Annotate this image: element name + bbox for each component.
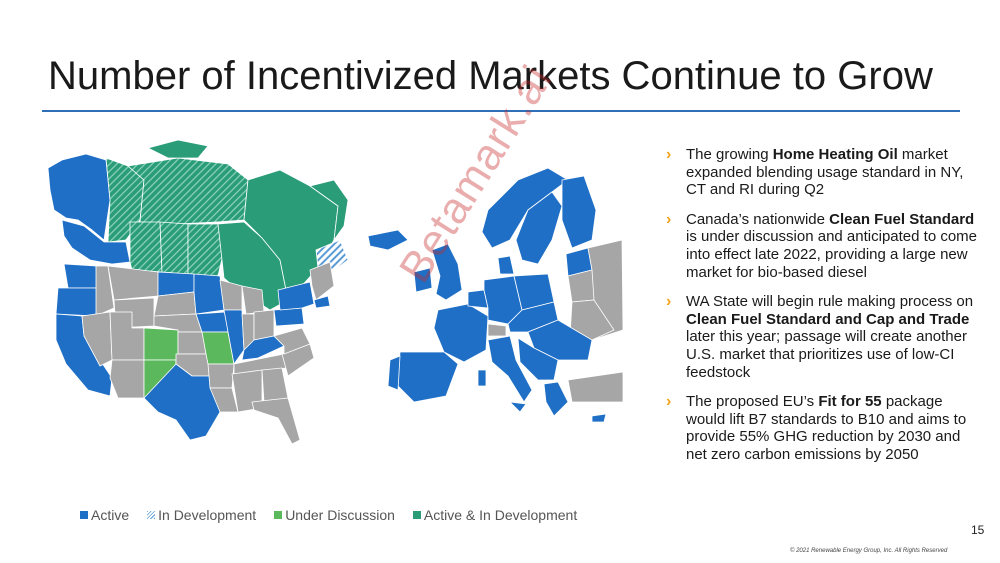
region-alaska xyxy=(48,153,111,241)
region-manitoba xyxy=(187,223,225,277)
state-new-york xyxy=(277,281,315,311)
bullet-item: › The growing Home Heating Oil market ex… xyxy=(664,146,979,199)
country-finland xyxy=(561,175,597,249)
country-greece xyxy=(543,381,569,417)
region-northwest-territories xyxy=(127,157,249,225)
region-alberta xyxy=(129,221,163,273)
country-italy xyxy=(487,335,533,403)
state-texas xyxy=(143,363,221,441)
state-georgia xyxy=(261,367,289,403)
region-newfoundland xyxy=(309,179,349,241)
country-switzerland xyxy=(487,323,507,337)
state-new-england xyxy=(309,261,335,301)
chevron-right-icon: › xyxy=(666,146,672,163)
region-quebec xyxy=(243,169,339,301)
state-south-dakota xyxy=(153,291,197,317)
legend-swatch-active-and-in-development xyxy=(412,511,421,519)
state-kansas xyxy=(177,331,207,355)
chevron-right-icon: › xyxy=(666,393,672,411)
state-colorado xyxy=(143,327,179,361)
bullet-text: WA State will begin rule making process … xyxy=(686,293,974,381)
legend-item-under-discussion: Under Discussion xyxy=(274,507,395,523)
state-pennsylvania xyxy=(273,307,305,327)
country-balkans xyxy=(517,337,559,381)
map-legend: Active In Development Under Discussion A… xyxy=(80,507,595,523)
state-iowa xyxy=(195,311,229,333)
state-washington xyxy=(63,263,99,289)
region-saskatchewan xyxy=(159,221,189,275)
country-denmark xyxy=(497,255,515,275)
state-michigan xyxy=(241,285,265,315)
island-cyprus xyxy=(591,413,607,423)
country-turkey xyxy=(567,371,623,403)
bullet-text: The growing Home Heating Oil market expa… xyxy=(686,146,964,199)
bullet-item: › The proposed EU’s Fit for 55 package w… xyxy=(664,393,979,463)
country-uk xyxy=(431,243,463,301)
state-nevada xyxy=(81,311,113,367)
chevron-right-icon: › xyxy=(666,293,672,311)
bullet-text: The proposed EU’s Fit for 55 package wou… xyxy=(686,393,967,463)
legend-swatch-active xyxy=(80,511,88,519)
state-minnesota xyxy=(193,273,225,315)
legend-label: Under Discussion xyxy=(285,507,395,523)
region-british-columbia xyxy=(61,219,131,265)
page-number: 15 xyxy=(971,523,985,537)
region-nunavut-islands xyxy=(147,140,209,159)
state-florida xyxy=(251,397,301,445)
state-idaho xyxy=(95,265,115,317)
copyright-notice: © 2021 Renewable Energy Group, Inc. All … xyxy=(790,548,948,554)
legend-item-active: Active xyxy=(80,507,129,523)
state-arizona xyxy=(109,359,145,399)
legend-label: Active & In Development xyxy=(423,507,578,523)
legend-label: In Development xyxy=(158,507,257,523)
country-belarus xyxy=(567,269,595,303)
state-illinois xyxy=(223,309,245,365)
legend-item-active-and-in-development: Active & In Development xyxy=(412,507,578,523)
state-montana xyxy=(107,265,159,301)
legend-item-in-development: In Development xyxy=(147,507,256,523)
state-ct-ri xyxy=(313,295,331,309)
country-iceland xyxy=(367,229,409,251)
bullet-item: › WA State will begin rule making proces… xyxy=(664,293,979,381)
country-sweden xyxy=(515,191,563,265)
legend-swatch-in-development xyxy=(147,511,156,519)
country-ireland xyxy=(413,267,433,293)
country-portugal xyxy=(387,355,401,391)
north-america-map xyxy=(48,140,349,445)
island-sardinia xyxy=(477,369,487,387)
legend-label: Active xyxy=(91,507,130,523)
island-sicily xyxy=(509,401,527,413)
incentive-map xyxy=(48,140,623,445)
country-spain xyxy=(397,351,459,403)
bullet-text: Canada’s nationwide Clean Fuel Standard … xyxy=(686,210,978,281)
state-arkansas xyxy=(207,363,235,389)
state-ohio xyxy=(253,309,275,341)
europe-map xyxy=(367,167,623,423)
bullet-item: › Canada’s nationwide Clean Fuel Standar… xyxy=(664,211,979,281)
bullet-list: › The growing Home Heating Oil market ex… xyxy=(664,146,979,476)
title-divider xyxy=(42,110,960,112)
slide-title: Number of Incentivized Markets Continue … xyxy=(48,54,933,98)
legend-swatch-under-discussion xyxy=(274,511,283,519)
chevron-right-icon: › xyxy=(666,210,672,228)
state-virginia xyxy=(273,327,311,355)
state-oregon xyxy=(55,287,99,317)
